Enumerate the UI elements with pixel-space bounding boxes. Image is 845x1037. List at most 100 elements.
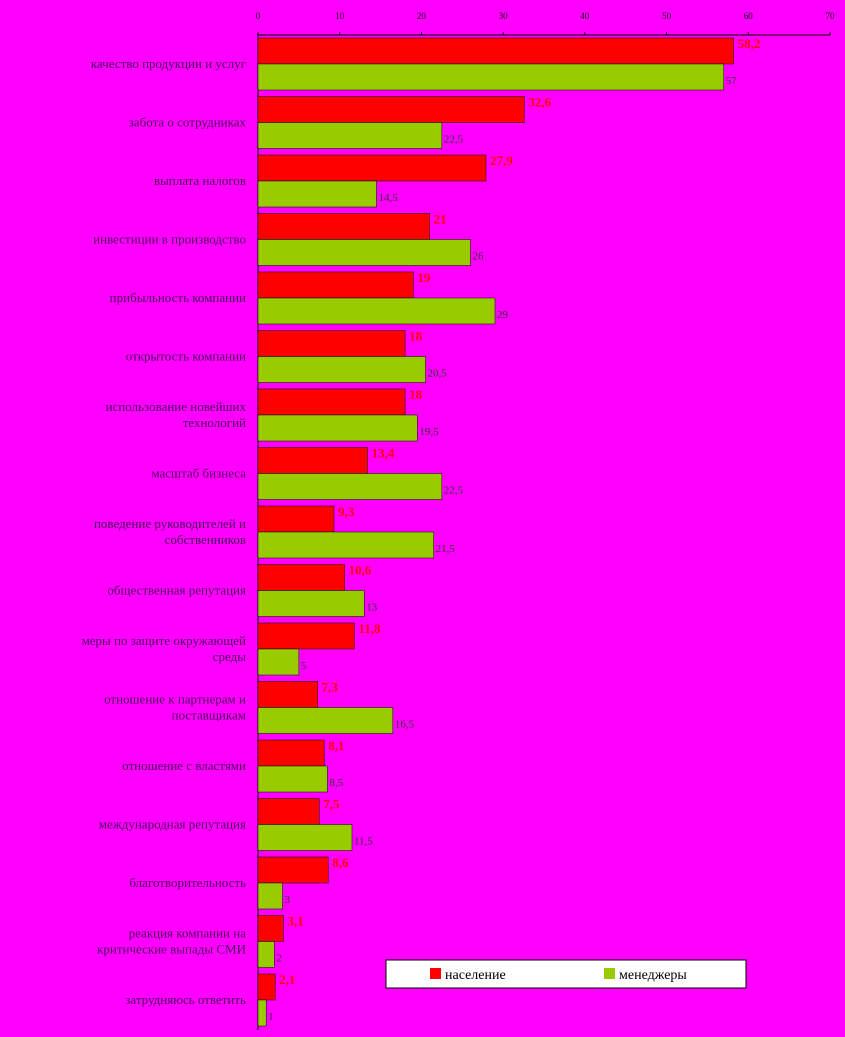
category-label: забота о сотрудниках [129,115,247,130]
data-label-population: 3,1 [287,914,303,929]
bar-population [257,37,734,65]
category-label: поведение руководителей и [94,516,246,531]
category-label: выплата налогов [154,173,246,188]
bar-managers [257,765,328,793]
data-label-population: 8,6 [332,855,349,870]
category-label: качество продукции и услуг [91,56,246,71]
bar-population [257,96,525,123]
data-label-population: 8,1 [328,738,344,753]
category-label: прибыльность компании [110,290,246,305]
bar-managers [257,356,426,383]
data-label-population: 32,6 [528,95,551,110]
x-tick-label: 20 [417,11,427,21]
category-label: собственников [165,532,246,547]
data-label-population: 18 [409,387,423,402]
x-tick-label: 30 [499,11,509,21]
data-label-managers: 16,5 [395,719,415,731]
data-label-population: 9,3 [338,504,355,519]
bar-managers [257,941,275,968]
bar-population [257,681,318,708]
data-label-managers: 26 [472,251,484,263]
bar-managers [257,122,443,149]
bar-population [257,388,406,416]
data-label-population: 10,6 [349,563,372,578]
data-label-managers: 3 [285,894,291,906]
x-tick-label: 70 [826,11,836,21]
legend-swatch-managers [604,968,615,979]
category-label: открытость компании [126,349,246,364]
data-label-population: 18 [409,329,423,344]
data-label-managers: 22,5 [444,485,464,497]
bar-population [257,973,276,1001]
bar-population [257,856,329,884]
data-label-managers: 22,5 [444,134,464,146]
bar-population [257,271,414,299]
data-label-population: 2,1 [279,972,295,987]
x-tick-label: 60 [744,11,754,21]
data-label-population: 21 [434,212,447,227]
data-label-managers: 8,5 [329,777,343,789]
bar-managers [257,590,365,617]
bar-managers [257,414,418,442]
data-label-managers: 29 [497,309,509,321]
data-label-managers: 21,5 [436,543,456,555]
data-label-managers: 5 [301,660,307,672]
legend-label-managers: менеджеры [619,968,687,983]
bar-managers [257,63,725,91]
bar-population [257,798,320,825]
data-label-managers: 2 [276,953,282,965]
legend-label-population: население [445,968,506,983]
data-label-population: 11,8 [358,621,381,636]
data-label-population: 13,4 [371,446,394,461]
bar-population [257,330,406,357]
bar-population [257,505,335,533]
category-label: поставщикам [172,708,246,723]
x-tick-label: 10 [335,11,345,21]
category-label: отношение к партнерам и [104,692,246,707]
data-label-population: 7,5 [323,797,340,812]
data-label-managers: 13 [366,602,378,614]
category-label: критические выпады СМИ [97,942,246,957]
category-label: реакция компании на [129,926,247,941]
data-label-managers: 57 [726,75,738,87]
data-label-managers: 20,5 [428,368,448,380]
bar-population [257,447,368,474]
data-label-population: 58,2 [738,36,761,51]
bar-managers [257,882,283,910]
bar-population [257,739,325,767]
bar-managers [257,180,377,208]
legend: население менеджеры [385,959,747,989]
category-label: затрудняюсь ответить [125,992,246,1007]
category-label: среды [213,649,246,664]
bar-managers [257,531,434,559]
category-label: меры по защите окружающей [82,633,246,648]
data-label-population: 7,3 [322,680,339,695]
category-label: масштаб бизнеса [151,466,246,481]
legend-swatch-population [430,968,441,979]
x-tick-label: 50 [662,11,672,21]
bar-population [257,915,284,942]
bar-managers [257,824,353,851]
data-label-managers: 14,5 [378,192,398,204]
category-labels: качество продукции и услуг забота о сотру… [82,56,247,1007]
category-label: отношение с властями [122,758,246,773]
category-label: инвестиции в производство [93,232,246,247]
bar-managers [257,297,496,325]
bar-managers [257,648,300,676]
category-label: международная репутация [99,817,246,832]
data-label-managers: 19,5 [419,426,439,438]
x-tick-label: 0 [256,11,261,21]
bar-population [257,622,355,650]
bar-managers [257,473,443,500]
category-label: использование новейших [106,399,247,414]
bar-population [257,154,487,182]
category-label: общественная репутация [107,583,246,598]
bar-population [257,564,345,591]
bar-population [257,213,430,240]
x-tick-label: 40 [580,11,590,21]
data-label-managers: 11,5 [354,836,373,848]
data-label-population: 19 [417,270,431,285]
bar-managers [257,999,267,1027]
legend-box [385,959,747,989]
